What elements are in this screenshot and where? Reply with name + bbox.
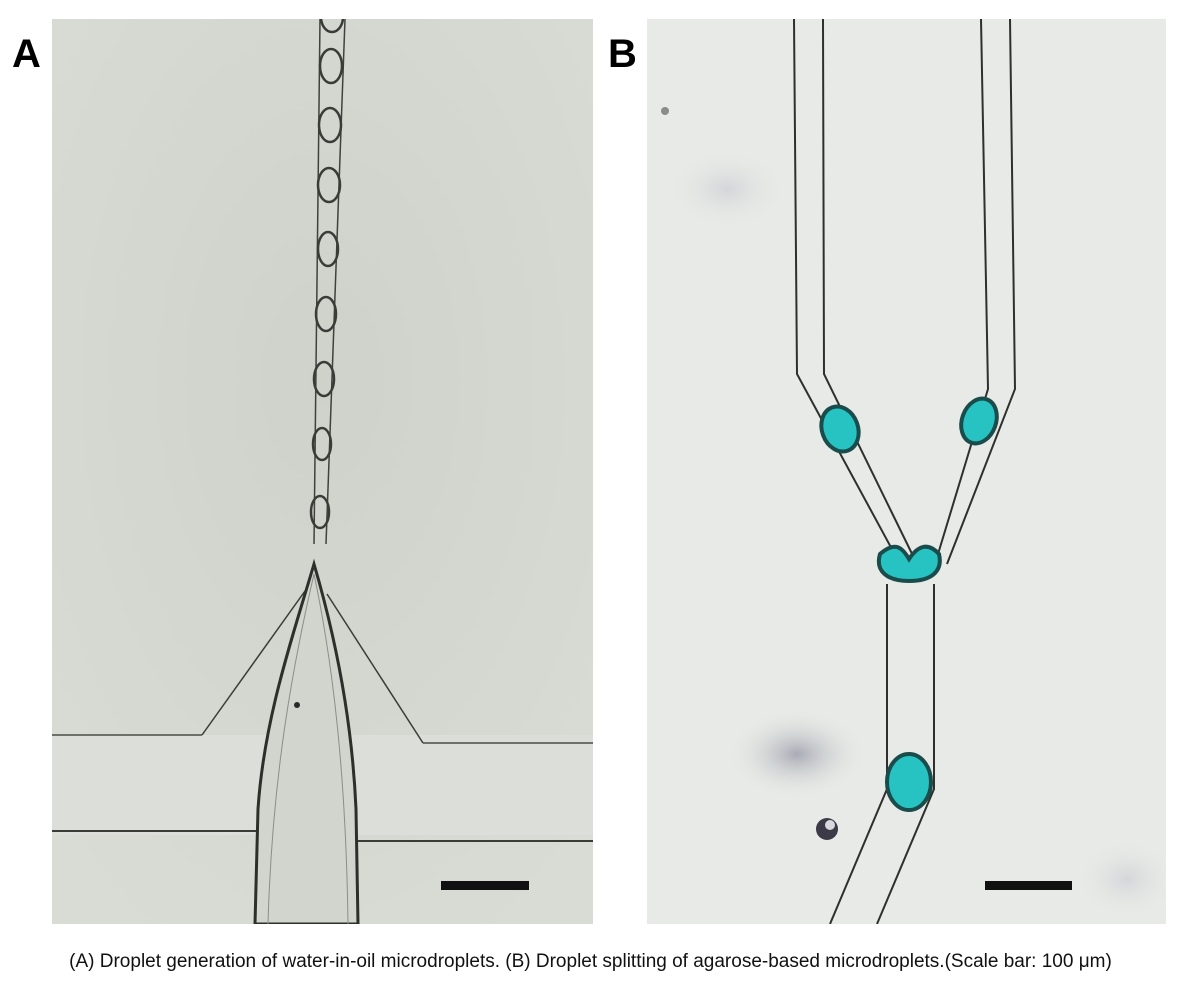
panel-b-micrograph — [647, 19, 1166, 924]
panel-a-micrograph — [52, 19, 593, 924]
droplet-splitting-image — [647, 19, 1166, 924]
panel-a-scale-bar — [441, 881, 529, 890]
figure-caption: (A) Droplet generation of water-in-oil m… — [69, 951, 1112, 972]
panel-b-label: B — [608, 32, 637, 76]
droplet-generation-image — [52, 19, 593, 924]
panel-a-label: A — [12, 32, 41, 76]
panel-b-scale-bar — [985, 881, 1072, 890]
